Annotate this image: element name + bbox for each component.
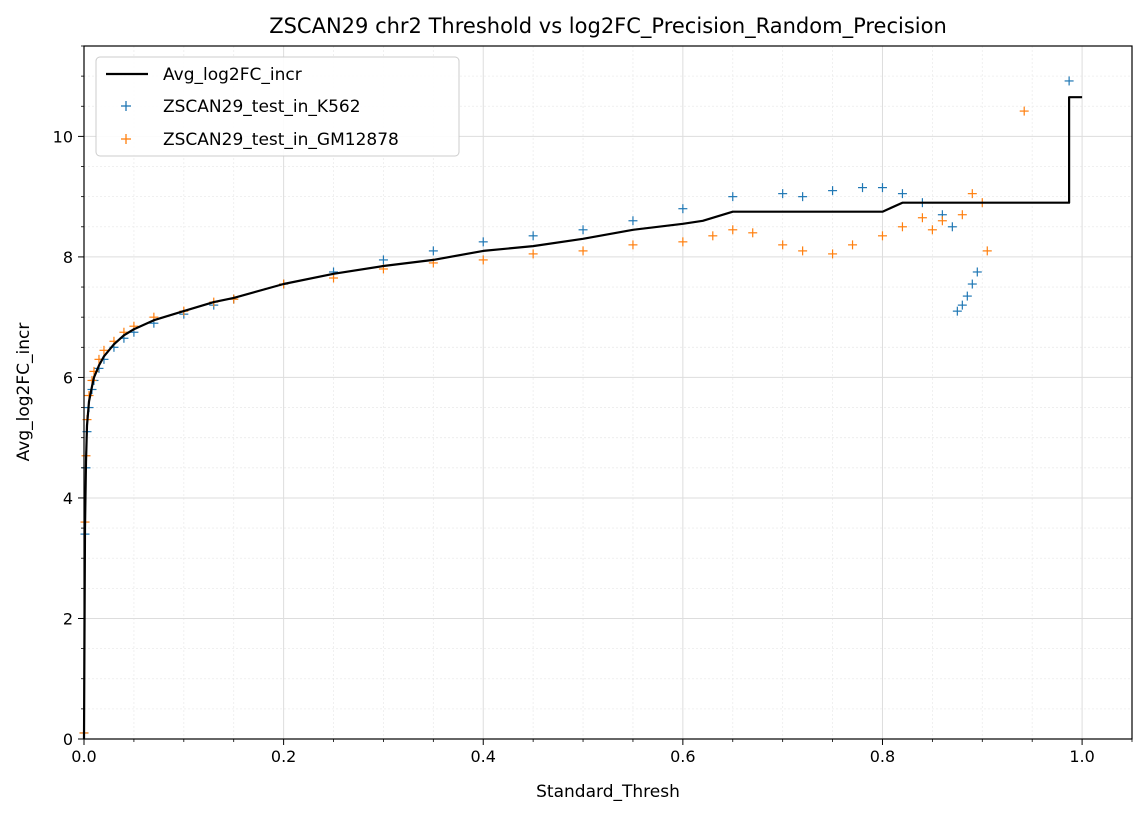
legend-marker-k562 (121, 101, 131, 111)
point-zscan29-test-in-k562 (478, 237, 488, 247)
point-zscan29-test-in-gm12878 (329, 273, 339, 283)
y-tick-label: 10 (53, 127, 73, 146)
legend-marker-gm12878 (121, 134, 131, 144)
line-avg-log2fc-incr (82, 96, 1083, 740)
point-zscan29-test-in-gm12878 (528, 249, 538, 259)
point-zscan29-test-in-gm12878 (478, 255, 488, 265)
point-zscan29-test-in-k562 (798, 192, 808, 202)
point-zscan29-test-in-gm12878 (728, 225, 738, 235)
y-tick-label: 8 (63, 248, 73, 267)
x-tick-label: 0.8 (870, 747, 895, 766)
point-zscan29-test-in-gm12878 (99, 345, 109, 355)
point-zscan29-test-in-gm12878 (877, 231, 887, 241)
point-zscan29-test-in-k562 (578, 225, 588, 235)
point-zscan29-test-in-gm12878 (708, 231, 718, 241)
point-zscan29-test-in-gm12878 (937, 216, 947, 226)
y-axis-title: Avg_log2FC_incr (14, 323, 34, 462)
point-zscan29-test-in-gm12878 (917, 213, 927, 223)
point-zscan29-test-in-k562 (428, 246, 438, 256)
point-zscan29-test-in-k562 (952, 306, 962, 316)
point-zscan29-test-in-k562 (972, 267, 982, 277)
point-zscan29-test-in-gm12878 (848, 240, 858, 250)
x-axis-ticks: 0.0 0.2 0.4 0.6 0.8 1.0 (71, 739, 1133, 766)
point-zscan29-test-in-k562 (728, 192, 738, 202)
point-zscan29-test-in-gm12878 (957, 210, 967, 220)
point-zscan29-test-in-gm12878 (798, 246, 808, 256)
point-zscan29-test-in-k562 (947, 222, 957, 232)
x-tick-label: 0.6 (670, 747, 695, 766)
y-tick-label: 6 (63, 368, 73, 387)
y-axis-ticks: 0 2 4 6 8 10 (53, 45, 84, 749)
point-zscan29-test-in-k562 (957, 300, 967, 310)
x-tick-label: 1.0 (1069, 747, 1094, 766)
legend-label-k562: ZSCAN29_test_in_K562 (163, 97, 361, 117)
y-tick-label: 2 (63, 609, 73, 628)
point-zscan29-test-in-k562 (1064, 76, 1074, 86)
series-zscan29-test-in-gm12878 (79, 106, 1029, 738)
point-zscan29-test-in-gm12878 (678, 237, 688, 247)
point-zscan29-test-in-k562 (858, 183, 868, 193)
point-zscan29-test-in-gm12878 (628, 240, 638, 250)
point-zscan29-test-in-gm12878 (828, 249, 838, 259)
point-zscan29-test-in-k562 (378, 255, 388, 265)
point-zscan29-test-in-gm12878 (1019, 106, 1029, 116)
point-zscan29-test-in-gm12878 (578, 246, 588, 256)
point-zscan29-test-in-gm12878 (778, 240, 788, 250)
point-zscan29-test-in-k562 (967, 279, 977, 289)
legend-label-gm12878: ZSCAN29_test_in_GM12878 (163, 130, 399, 150)
legend-box (95, 56, 460, 157)
point-zscan29-test-in-gm12878 (967, 189, 977, 199)
legend-label-avg: Avg_log2FC_incr (163, 65, 302, 85)
point-zscan29-test-in-k562 (877, 183, 887, 193)
y-tick-label: 0 (63, 730, 73, 749)
point-zscan29-test-in-k562 (828, 186, 838, 196)
point-zscan29-test-in-k562 (628, 216, 638, 226)
series-avg-log2fc-incr (82, 96, 1083, 740)
x-tick-label: 0.0 (71, 747, 96, 766)
point-zscan29-test-in-k562 (678, 204, 688, 214)
point-zscan29-test-in-gm12878 (927, 225, 937, 235)
point-zscan29-test-in-gm12878 (748, 228, 758, 238)
x-axis-title: Standard_Thresh (536, 782, 680, 802)
point-zscan29-test-in-k562 (897, 189, 907, 199)
point-zscan29-test-in-k562 (962, 291, 972, 301)
y-tick-label: 4 (63, 489, 73, 508)
x-tick-label: 0.4 (471, 747, 496, 766)
point-zscan29-test-in-k562 (528, 231, 538, 241)
series-layer (79, 76, 1083, 740)
point-zscan29-test-in-gm12878 (982, 246, 992, 256)
legend: Avg_log2FC_incr ZSCAN29_test_in_K562 ZSC… (95, 56, 460, 157)
x-tick-label: 0.2 (271, 747, 296, 766)
plot-frame (83, 45, 1133, 740)
point-zscan29-test-in-k562 (778, 189, 788, 199)
chart-title: ZSCAN29 chr2 Threshold vs log2FC_Precisi… (269, 14, 947, 39)
point-zscan29-test-in-gm12878 (897, 222, 907, 232)
series-zscan29-test-in-k562 (79, 76, 1074, 738)
